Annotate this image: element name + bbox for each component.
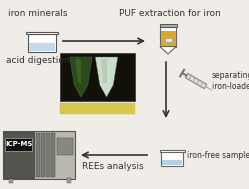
Bar — [162, 160, 182, 165]
Bar — [160, 27, 176, 46]
Bar — [41, 133, 45, 177]
Text: ICP-MS: ICP-MS — [5, 141, 32, 147]
Polygon shape — [75, 59, 81, 83]
Bar — [60, 53, 135, 101]
Bar — [67, 178, 71, 183]
Polygon shape — [160, 46, 176, 54]
Text: iron-free sample solution: iron-free sample solution — [187, 150, 249, 160]
Text: PUF extraction for iron: PUF extraction for iron — [119, 9, 221, 18]
Bar — [3, 131, 75, 179]
Text: iron minerals: iron minerals — [8, 9, 68, 18]
Bar — [51, 133, 55, 177]
Bar — [57, 138, 73, 155]
Bar — [46, 133, 50, 177]
Bar — [5, 138, 32, 151]
Bar — [165, 37, 172, 42]
Bar — [9, 178, 13, 183]
Bar — [60, 103, 135, 115]
Bar — [160, 150, 185, 152]
Bar — [161, 151, 183, 166]
Bar — [36, 133, 40, 177]
Bar — [29, 43, 55, 51]
Polygon shape — [95, 57, 118, 97]
Bar — [4, 132, 34, 178]
Text: separating
iron-loaded PUF: separating iron-loaded PUF — [212, 71, 249, 91]
Polygon shape — [185, 73, 207, 89]
Polygon shape — [70, 57, 92, 97]
Bar — [28, 34, 56, 52]
Text: acid digestion: acid digestion — [6, 56, 70, 65]
Bar — [161, 31, 176, 46]
Bar — [26, 32, 58, 34]
Polygon shape — [101, 59, 107, 83]
Text: REEs analysis: REEs analysis — [82, 162, 144, 171]
Bar — [160, 24, 177, 27]
